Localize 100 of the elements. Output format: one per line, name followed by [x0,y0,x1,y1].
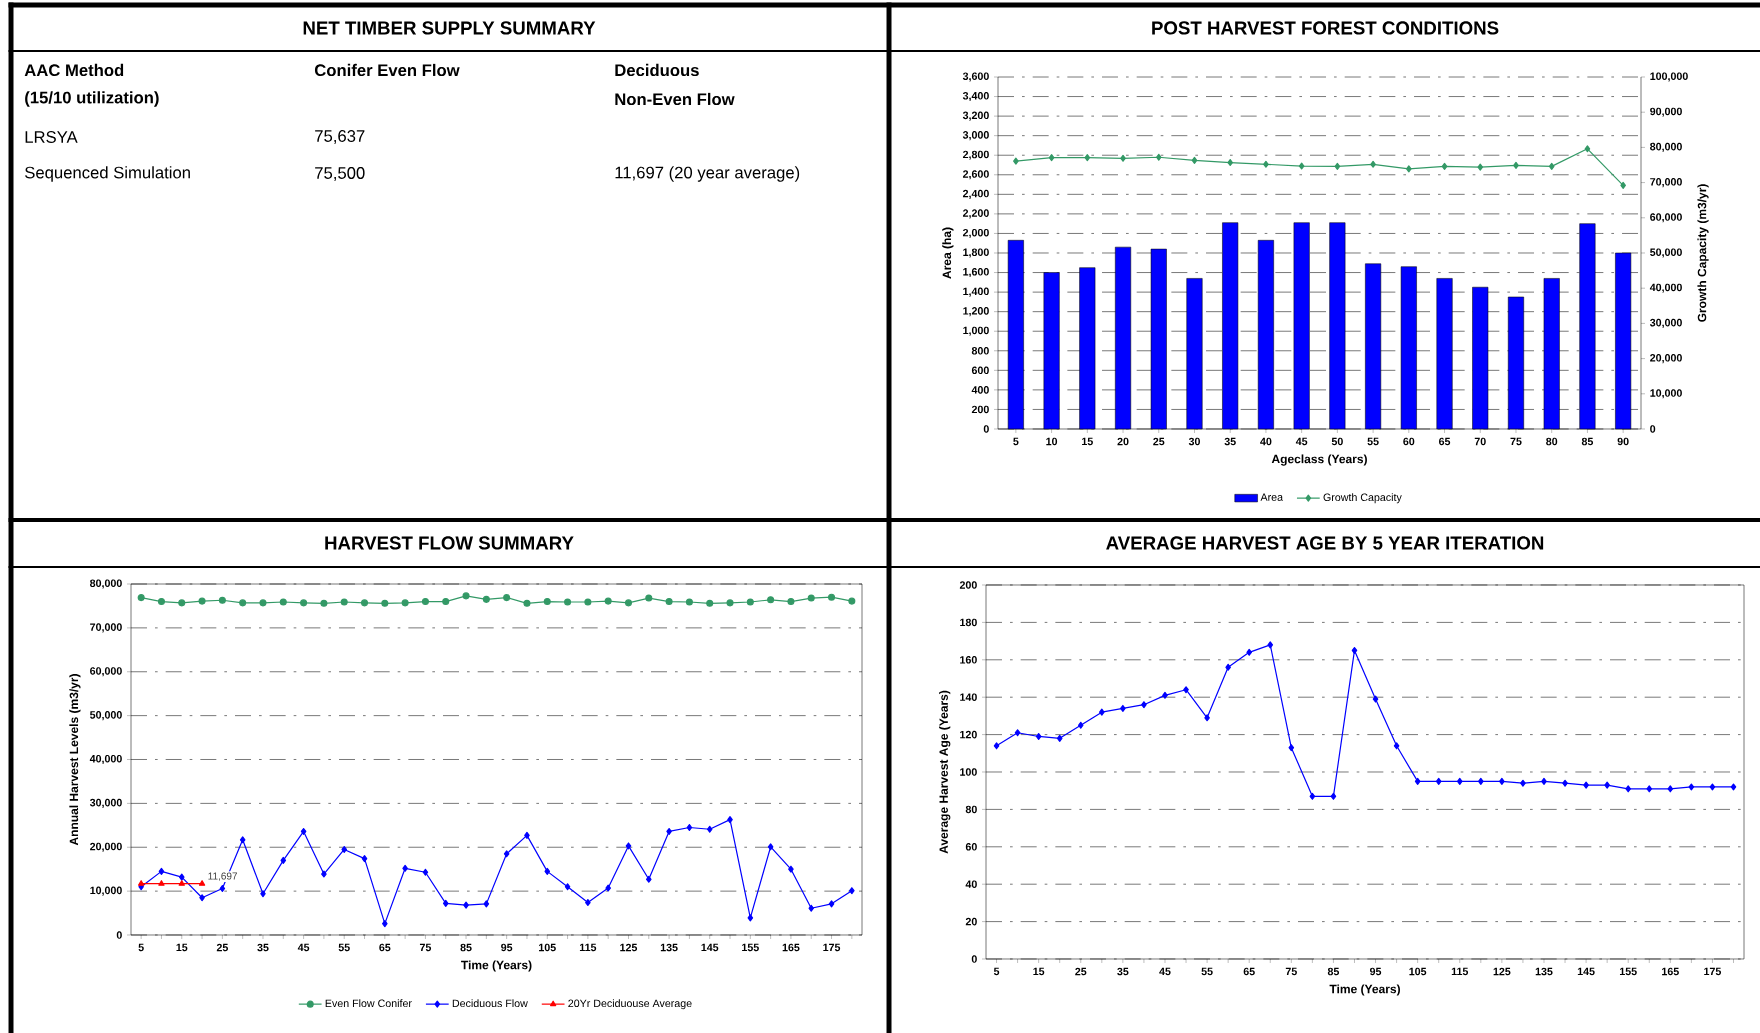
point [300,827,307,835]
y-tick-label: 120 [960,730,977,739]
point [604,597,612,605]
x-tick-label: 65 [1439,437,1451,446]
x-tick-label: 125 [1493,967,1511,976]
y-tick-label: 1,800 [963,248,989,258]
point [788,865,794,873]
point [422,868,429,876]
point [1688,783,1695,791]
point [1120,704,1126,712]
point [543,598,551,606]
point [137,594,145,602]
x-tick-label: 25 [1075,967,1087,976]
x-tick-label: 175 [823,943,841,952]
point [402,864,408,872]
text: LRSYA [25,131,78,143]
point [828,900,835,908]
point [706,825,713,833]
x-tick-label: 15 [1033,967,1045,976]
point [524,831,530,839]
x-tick-label: 95 [501,943,513,952]
point [463,901,469,909]
x-tick-label: 55 [1367,437,1379,446]
point [624,599,633,607]
point [280,856,287,864]
x-tick-label: 35 [1117,967,1129,976]
point [198,880,206,886]
point [1435,777,1442,785]
point [199,894,205,902]
y-tick-label: 20 [965,917,977,926]
y-tick-label: 80,000 [90,579,122,589]
point [279,598,287,606]
x-tick-label: 65 [1243,967,1255,976]
legend-label: Growth Capacity [1323,493,1402,504]
x-tick-label: 45 [297,943,310,952]
y-tick-label: 200 [959,581,977,589]
point [727,816,733,824]
y-tick-label: 3,600 [962,72,989,82]
legend-label: 20Yr Deciduouse Average [568,999,692,1010]
point [848,597,856,605]
x-tick-label: 30 [1188,437,1200,446]
point [1583,781,1589,789]
point [421,598,429,606]
point [564,883,571,891]
y-axis-title: Average Harvest Age (Years) [939,690,951,854]
y-tick-label: 3,400 [962,92,989,102]
y-tick-label: 1,400 [963,287,989,297]
point [1330,792,1337,800]
point [1709,783,1716,791]
point [1056,734,1063,742]
y-tick-label: 10,000 [90,886,122,896]
point [726,599,734,607]
text: NET TIMBER SUPPLY SUMMARY [303,21,596,35]
text: (15/10 utilization) [25,91,159,107]
x-tick-label: 75 [1510,437,1522,446]
x-tick-label: 135 [660,943,678,952]
x-tick-label: 125 [620,943,638,952]
text: AAC Method [24,63,124,77]
y2-tick-label: 100,000 [1650,72,1688,82]
point [1162,691,1168,699]
point [584,598,592,606]
x-tick-label: 85 [1327,967,1340,976]
x-tick-label: 65 [379,943,391,952]
x-tick-label: 5 [138,943,144,952]
y-tick-label: 40 [965,880,977,888]
x-tick-label: 45 [1295,437,1308,446]
y-tick-label: 3,000 [962,131,989,141]
y-axis-title: Area (ha) [942,227,954,279]
y-tick-label: 40,000 [89,754,122,765]
y-tick-label: 800 [971,347,989,355]
point [1478,777,1484,785]
point [340,598,348,606]
y-tick-label: 60,000 [90,667,122,677]
x-tick-label: 85 [1581,437,1594,446]
point [1141,701,1147,709]
point [645,875,652,883]
point [482,595,490,603]
x-tick-label: 145 [1577,967,1595,976]
y-tick-label: 400 [971,386,989,394]
x-tick-label: 60 [1403,437,1415,446]
point [1035,732,1042,740]
point [260,890,266,898]
y2-tick-label: 60,000 [1650,213,1682,223]
x-tick-label: 115 [1451,967,1469,976]
point [1288,744,1295,752]
point [666,827,672,835]
y-tick-label: 2,000 [962,228,989,238]
point [239,599,247,607]
point [808,904,815,912]
x-tick-label: 75 [1285,967,1297,976]
point [1225,663,1231,671]
x-tick-label: 10 [1046,437,1058,446]
y-tick-label: 0 [983,425,989,433]
y-tick-label: 70,000 [90,623,122,633]
y2-tick-label: 80,000 [1650,142,1682,152]
point [645,594,653,602]
x-tick-label: 155 [1619,967,1637,976]
point [300,599,308,607]
data-label: 11,697 [208,872,238,881]
x-tick-label: 5 [1013,437,1019,446]
